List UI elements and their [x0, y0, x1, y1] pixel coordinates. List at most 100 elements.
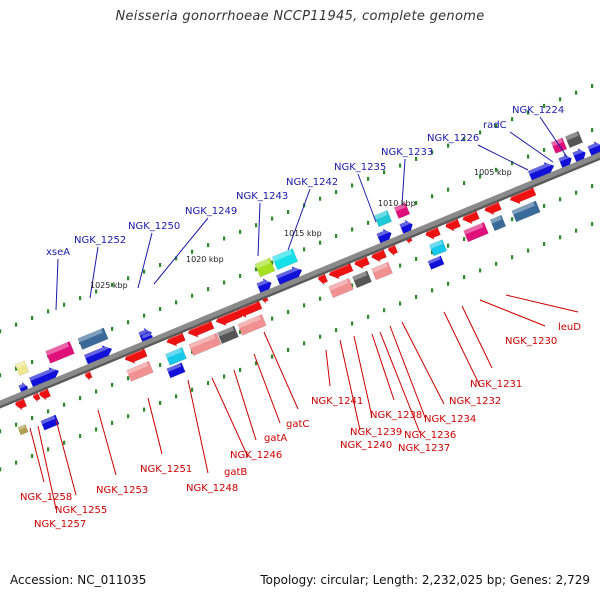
feature-shine	[352, 271, 368, 281]
lower-label: NGK_1248	[186, 483, 238, 494]
tick-dot	[431, 288, 434, 293]
tick-dot	[31, 416, 34, 421]
lower-leader-line	[371, 333, 395, 401]
feature-pink-1	[126, 360, 154, 382]
upper-leader-line	[287, 188, 311, 251]
feature-pink-5	[371, 261, 393, 281]
feature-shine	[45, 342, 69, 356]
lower-leader-line	[187, 379, 209, 474]
tick-dot	[367, 220, 370, 225]
tick-dot	[239, 329, 242, 334]
tick-dot	[63, 440, 66, 445]
lower-label: NGK_1231	[470, 379, 522, 390]
tick-dot	[543, 203, 546, 208]
tick-dot	[415, 294, 418, 299]
feature-pink-4	[328, 277, 354, 299]
tick-dot	[431, 150, 434, 155]
tick-dot	[287, 309, 290, 314]
tick-dot	[95, 427, 98, 432]
lower-leader-line	[37, 425, 57, 510]
tick-dot	[431, 194, 434, 199]
tick-dot	[463, 181, 466, 186]
tick-dot	[351, 283, 354, 288]
lower-leader-line	[29, 427, 45, 483]
tick-dot	[447, 143, 450, 148]
tick-dot	[479, 130, 482, 135]
tick-dot	[303, 247, 306, 252]
tick-dot	[143, 269, 146, 274]
tick-dot	[79, 434, 82, 439]
upper-leader-line	[257, 202, 261, 257]
lower-label: leuD	[558, 322, 581, 333]
lower-leader-line	[461, 305, 493, 369]
label-leader-lines	[29, 116, 579, 510]
tick-dot	[511, 117, 514, 122]
feature-shape	[351, 270, 373, 289]
tick-dot	[527, 110, 530, 115]
lower-leader-line	[389, 325, 427, 421]
tick-dot	[191, 293, 194, 298]
tick-dot	[287, 209, 290, 214]
tick-dot	[15, 422, 18, 427]
lower-label: NGK_1257	[34, 519, 86, 530]
tick-dot	[447, 187, 450, 192]
upper-label: NGK_1224	[512, 105, 564, 116]
feature-cyan-4	[428, 239, 448, 257]
tick-dot	[479, 268, 482, 273]
upper-label: NGK_1242	[286, 177, 338, 188]
tick-dot	[15, 366, 18, 371]
lower-leader-line	[379, 331, 421, 434]
tick-label: 1010 kbp	[378, 199, 416, 208]
feature-shine	[40, 415, 56, 425]
tick-dot	[63, 402, 66, 407]
upper-leader-line	[137, 232, 153, 289]
lower-label: NGK_1230	[505, 336, 557, 347]
tick-dot	[303, 303, 306, 308]
lower-label: NGK_1234	[424, 414, 476, 425]
tick-dot	[351, 227, 354, 232]
upper-leader-line	[55, 258, 59, 311]
tick-dot	[543, 147, 546, 152]
feature-shape	[126, 360, 154, 382]
tick-dot	[31, 454, 34, 459]
tick-dot	[159, 262, 162, 267]
topology-summary: Topology: circular; Length: 2,232,025 bp…	[260, 573, 590, 587]
tick-dot	[543, 241, 546, 246]
feature-lime-1	[254, 257, 276, 278]
feature-shine	[463, 223, 484, 235]
tick-dot	[511, 161, 514, 166]
feature-shape	[17, 424, 29, 436]
feature-upper-3	[256, 278, 272, 294]
tick-dot	[271, 316, 274, 321]
tick-dot	[463, 275, 466, 280]
tick-dot	[31, 316, 34, 321]
tick-dot	[367, 176, 370, 181]
feature-steel-1	[77, 327, 109, 350]
feature-upper-6	[399, 219, 413, 234]
tick-dot	[223, 236, 226, 241]
feature-blue-low-2	[427, 255, 445, 270]
dots-upper-outer	[0, 84, 594, 334]
dots-lower-inner	[0, 184, 594, 434]
feature-yellow-1	[14, 360, 30, 376]
upper-label: NGK_1233	[381, 147, 433, 158]
tick-label: 1020 kbp	[186, 255, 224, 264]
lower-leader-line	[253, 353, 281, 424]
lower-label: NGK_1241	[311, 396, 363, 407]
tick-dot	[159, 400, 162, 405]
accession-text: Accession: NC_011035	[10, 573, 147, 587]
tick-dot	[255, 267, 258, 272]
feature-shine	[217, 326, 234, 337]
lower-leader-line	[401, 321, 445, 405]
tick-dot	[399, 263, 402, 268]
lower-label: NGK_1232	[449, 396, 501, 407]
tick-dot	[15, 322, 18, 327]
tick-dot	[191, 249, 194, 254]
tick-dot	[47, 309, 50, 314]
lower-leader-line	[263, 331, 299, 410]
upper-leader-line	[401, 158, 406, 206]
tick-dot	[271, 216, 274, 221]
lower-leader-line	[353, 335, 373, 418]
feature-pink-3	[237, 314, 267, 336]
feature-magenta-1	[45, 341, 75, 364]
